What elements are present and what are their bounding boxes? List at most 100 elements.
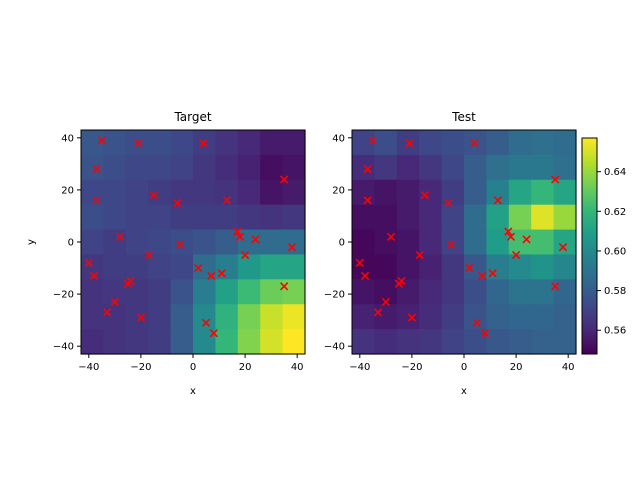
heatmap-cell <box>352 204 375 231</box>
heatmap-cell <box>374 154 398 181</box>
heatmap-cell <box>237 329 261 355</box>
heatmap-cell <box>553 329 577 355</box>
heatmap-cell <box>553 279 577 305</box>
sample-point-marker <box>394 279 404 288</box>
heatmap-cell <box>193 254 216 280</box>
heatmap-cell <box>396 179 420 206</box>
heatmap-cell <box>81 130 104 156</box>
heatmap-cell <box>282 154 306 181</box>
sample-point-marker <box>558 243 568 252</box>
heatmap-cell <box>103 154 127 181</box>
colorbar: 0.56 0.58 0.60 0.62 0.64 <box>581 137 626 355</box>
heatmap-cell <box>374 329 398 355</box>
heatmap-cell <box>260 229 284 256</box>
heatmap-cell <box>374 254 398 280</box>
heatmap-cell <box>125 179 149 206</box>
heatmap-cell <box>103 204 127 231</box>
heatmap-cell <box>81 204 104 231</box>
heatmap-cell <box>419 204 443 231</box>
heatmap-cell <box>148 229 172 256</box>
sample-point-marker <box>522 235 531 244</box>
heatmap-cell <box>486 179 510 206</box>
heatmap-cell <box>148 154 172 181</box>
sample-point-marker <box>115 232 125 241</box>
heatmap-cell <box>553 204 577 231</box>
heatmap-cell <box>193 329 216 355</box>
colorbar-gradient <box>582 138 597 354</box>
heatmap-cell <box>170 204 194 231</box>
sample-point-marker <box>240 250 250 260</box>
panel-test-xlabel: x <box>461 386 467 397</box>
colorbar-tick-label: 0.58 <box>604 286 626 297</box>
heatmap-cell <box>148 130 172 156</box>
sample-point-marker <box>222 196 232 205</box>
colorbar-tick-label: 0.64 <box>604 167 626 178</box>
heatmap-cell <box>215 329 239 355</box>
sample-point-marker <box>199 138 208 148</box>
panel-target-ylabel: y <box>26 239 37 245</box>
heatmap-cell <box>81 329 104 355</box>
heatmap-cell <box>508 254 532 280</box>
heatmap-cell <box>374 304 398 330</box>
sample-point-marker <box>144 250 153 260</box>
sample-point-marker <box>207 271 216 281</box>
panel-target-heatmap <box>81 130 306 355</box>
heatmap-cell <box>419 130 443 156</box>
sample-point-marker <box>363 164 372 174</box>
sample-point-marker <box>444 198 453 208</box>
sample-point-marker <box>175 240 185 249</box>
sample-point-marker <box>217 269 226 278</box>
x-tick-label: 20 <box>239 362 252 373</box>
heatmap-cell <box>260 279 284 305</box>
heatmap-cell <box>419 254 443 280</box>
heatmap-cell <box>148 254 172 280</box>
colorbar-tick-label: 0.60 <box>604 246 626 257</box>
sample-point-marker <box>134 138 143 148</box>
heatmap-cell <box>531 254 555 280</box>
heatmap-cell <box>103 254 127 280</box>
sample-point-marker <box>355 258 364 268</box>
sample-point-marker <box>504 227 513 236</box>
heatmap-cell <box>508 204 532 231</box>
sample-point-marker <box>511 250 521 260</box>
heatmap-cell <box>103 329 127 355</box>
panel-target: Target −40 −20 0 20 40 −40 −20 0 20 40 x y <box>26 110 306 397</box>
heatmap-cell <box>553 254 577 280</box>
heatmap-cell <box>260 130 284 156</box>
x-tick-label: 40 <box>291 362 304 373</box>
heatmap-cell <box>531 229 555 256</box>
heatmap-cell <box>260 304 284 330</box>
heatmap-cell <box>282 279 306 305</box>
y-tick-label: 20 <box>332 185 345 196</box>
heatmap-cell <box>441 279 465 305</box>
y-tick-label: 40 <box>61 133 74 144</box>
sample-point-marker <box>251 235 260 244</box>
heatmap-cell <box>396 204 420 231</box>
y-tick-label: −40 <box>53 342 74 353</box>
panel-target-ticks: −40 −20 0 20 40 −40 −20 0 20 40 <box>53 133 304 373</box>
heatmap-cell <box>531 329 555 355</box>
heatmap-cell <box>215 304 239 330</box>
sample-point-marker <box>478 271 487 281</box>
heatmap-cell <box>103 304 127 330</box>
heatmap-cell <box>81 304 104 330</box>
heatmap-cell <box>148 279 172 305</box>
sample-point-marker <box>84 258 93 268</box>
heatmap-cell <box>464 229 487 256</box>
sample-point-marker <box>279 175 289 184</box>
heatmap-cell <box>396 304 420 330</box>
sample-point-marker <box>201 318 211 327</box>
y-tick-label: 20 <box>61 185 74 196</box>
x-tick-label: 0 <box>190 362 196 373</box>
heatmap-cell <box>215 279 239 305</box>
heatmap-cell <box>508 229 532 256</box>
heatmap-cell <box>531 204 555 231</box>
heatmap-cell <box>419 329 443 355</box>
y-tick-label: −40 <box>324 342 345 353</box>
heatmap-cell <box>441 130 465 156</box>
sample-point-marker <box>233 227 242 236</box>
sample-point-marker <box>97 136 107 145</box>
heatmap-cell <box>81 279 104 305</box>
heatmap-cell <box>464 304 487 330</box>
